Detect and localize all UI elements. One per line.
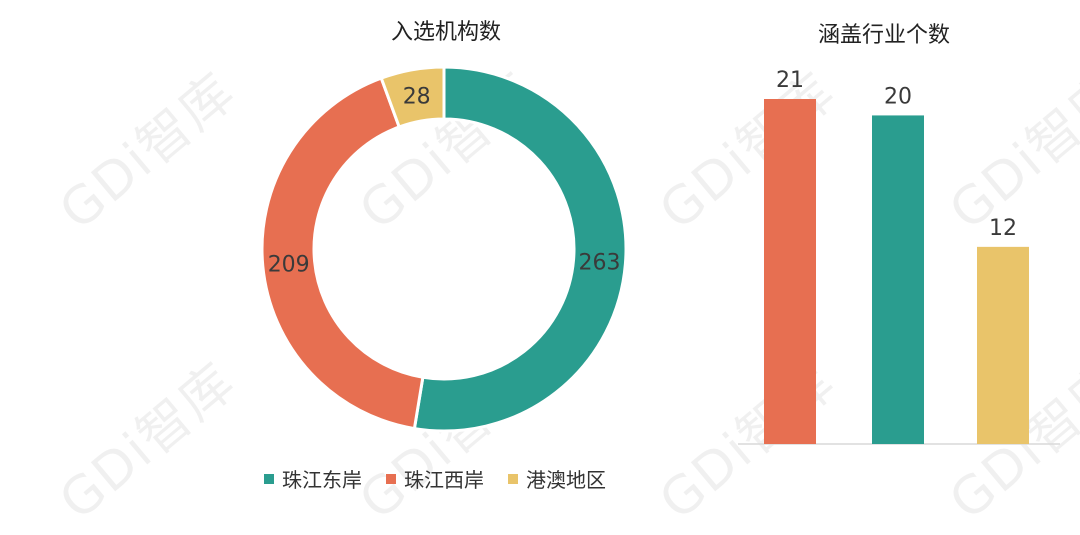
legend-label-east: 珠江东岸	[282, 468, 362, 492]
watermark: GDi智库	[48, 61, 248, 242]
donut-slice-west	[260, 76, 425, 431]
donut-data-label-west: 209	[268, 253, 310, 278]
donut-slice-east	[412, 65, 628, 433]
bar-1	[872, 115, 924, 444]
donut-chart: 263 209 28	[260, 65, 628, 433]
legend-swatch-west	[386, 473, 396, 484]
legend-swatch-east	[264, 473, 274, 484]
bar-chart: 21 20 12	[738, 68, 1060, 445]
donut-chart-title: 入选机构数	[391, 20, 502, 45]
donut-data-label-hkmacao: 28	[403, 84, 431, 109]
legend-label-west: 珠江西岸	[404, 468, 484, 492]
legend-swatch-hkmacao	[508, 473, 518, 484]
donut-legend: 珠江东岸 珠江西岸 港澳地区	[264, 464, 606, 493]
donut-data-label-east: 263	[578, 251, 620, 276]
donut-slice-hkmacao	[379, 65, 446, 129]
bar-2	[977, 246, 1029, 444]
legend-item-west: 珠江西岸	[386, 464, 484, 493]
bar-0	[764, 99, 816, 444]
bar-chart-title: 涵盖行业个数	[818, 23, 951, 48]
legend-item-east: 珠江东岸	[264, 464, 362, 493]
legend-label-hkmacao: 港澳地区	[526, 468, 606, 492]
legend-item-hkmacao: 港澳地区	[508, 464, 606, 493]
bar-data-label-1: 20	[884, 84, 912, 109]
bar-data-label-0: 21	[776, 68, 804, 93]
bar-data-label-2: 12	[989, 216, 1017, 241]
watermark: GDi智库	[48, 351, 248, 532]
